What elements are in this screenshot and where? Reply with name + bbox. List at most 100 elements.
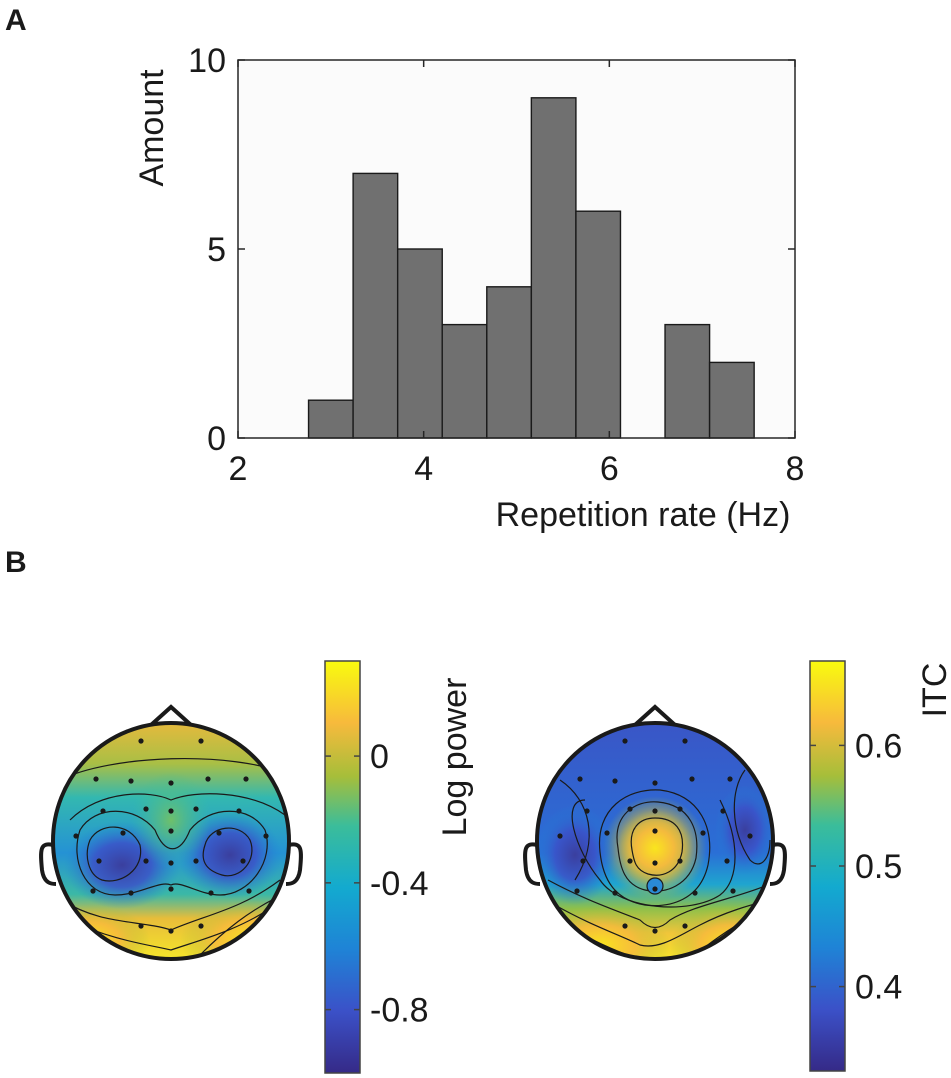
electrode-marker [692,890,698,896]
colorbar-tick-label: -0.4 [370,865,429,903]
electrode-marker [168,828,174,834]
histogram-bar [396,248,443,439]
electrode-marker [198,738,204,744]
x-tick-label: 6 [600,450,619,488]
colorbar-gradient [324,660,361,1074]
histogram-bar [486,286,533,439]
colorbar-tick-label: 0.5 [855,848,902,886]
electrode-marker [168,808,174,814]
electrode-marker [682,923,688,929]
electrode-marker [168,886,174,892]
panel-a-label: A [5,4,27,37]
electrode-marker [240,858,246,864]
electrode-marker [627,806,633,812]
colorbar-label: Log power [436,678,474,837]
electrode-marker [652,860,658,866]
histogram-a: 2 4 6 8 0 5 10 Repetition rate (Hz) Amount [133,42,804,534]
histogram-bar [441,323,488,439]
topoplot-log-power [39,704,303,961]
electrode-marker [730,888,736,894]
electrode-marker [724,858,730,864]
colorbar-tick-label: 0.4 [855,969,902,1007]
colorbar-tick-label: 0 [370,738,389,776]
histogram-bar [307,399,354,439]
histogram-bar [530,97,577,439]
electrode-marker [612,890,618,896]
x-axis-label: Repetition rate (Hz) [496,496,791,534]
electrode-marker [652,928,658,934]
electrode-marker [557,833,563,839]
electrode-marker [168,928,174,934]
histogram-bar [664,323,711,439]
electrode-marker [198,923,204,929]
electrode-marker [677,806,683,812]
electrode-marker [652,780,658,786]
electrode-marker [720,808,726,814]
electrode-marker [128,890,134,896]
electrode-marker [143,806,149,812]
electrode-marker [96,858,102,864]
electrode-marker [143,858,149,864]
electrode-marker [604,830,610,836]
y-tick-label: 5 [207,231,226,269]
colorbar-tick-label: 0.6 [855,727,902,765]
y-tick-label: 0 [207,420,226,458]
electrode-marker [128,778,134,784]
electrode-marker [193,806,199,812]
electrode-marker [263,833,269,839]
electrode-marker [168,860,174,866]
electrode-marker [120,830,126,836]
electrode-marker [700,830,706,836]
y-tick-label: 10 [188,42,226,80]
electrode-marker [205,776,211,782]
nose-icon [633,704,677,727]
electrode-marker [73,833,79,839]
electrode-marker [622,738,628,744]
electrode-marker [138,923,144,929]
colorbar-itc: 0.6 0.5 0.4 ITC [809,660,951,1072]
electrode-marker [689,776,695,782]
electrode-marker [193,858,199,864]
electrode-marker [652,808,658,814]
electrode-marker [677,858,683,864]
x-tick-label: 8 [786,450,805,488]
colorbar-label: ITC [916,663,951,718]
x-tick-label: 2 [229,450,248,488]
electrode-marker [580,858,586,864]
electrode-marker [584,808,590,814]
histogram-bar [708,361,755,439]
colorbar-tick-label: -0.8 [370,992,429,1030]
electrode-marker [93,776,99,782]
histogram-bar [575,210,622,439]
left-ear-icon [523,842,541,886]
electrode-marker [216,830,222,836]
head-outline [51,721,291,961]
electrode-marker [727,776,733,782]
electrode-marker [208,890,214,896]
electrode-marker [612,778,618,784]
electrode-marker [747,833,753,839]
electrode-marker [90,888,96,894]
colorbar-log-power: 0 -0.4 -0.8 Log power [324,660,474,1074]
electrode-marker [682,738,688,744]
electrode-marker [243,776,249,782]
electrode-marker [652,828,658,834]
electrode-marker [652,886,658,892]
head-outline [535,721,775,961]
electrode-marker [577,776,583,782]
electrode-marker [627,858,633,864]
electrode-marker [168,780,174,786]
y-axis-label: Amount [133,69,171,187]
electrode-marker [236,808,242,814]
electrode-marker [138,738,144,744]
panel-b-label: B [5,546,27,579]
right-ear-icon [285,842,303,886]
x-tick-label: 4 [414,450,433,488]
histogram-bar [352,172,399,439]
electrode-marker [100,808,106,814]
electrode-marker [622,923,628,929]
right-ear-icon [769,842,787,886]
topoplot-itc [523,704,787,961]
nose-icon [149,704,193,727]
